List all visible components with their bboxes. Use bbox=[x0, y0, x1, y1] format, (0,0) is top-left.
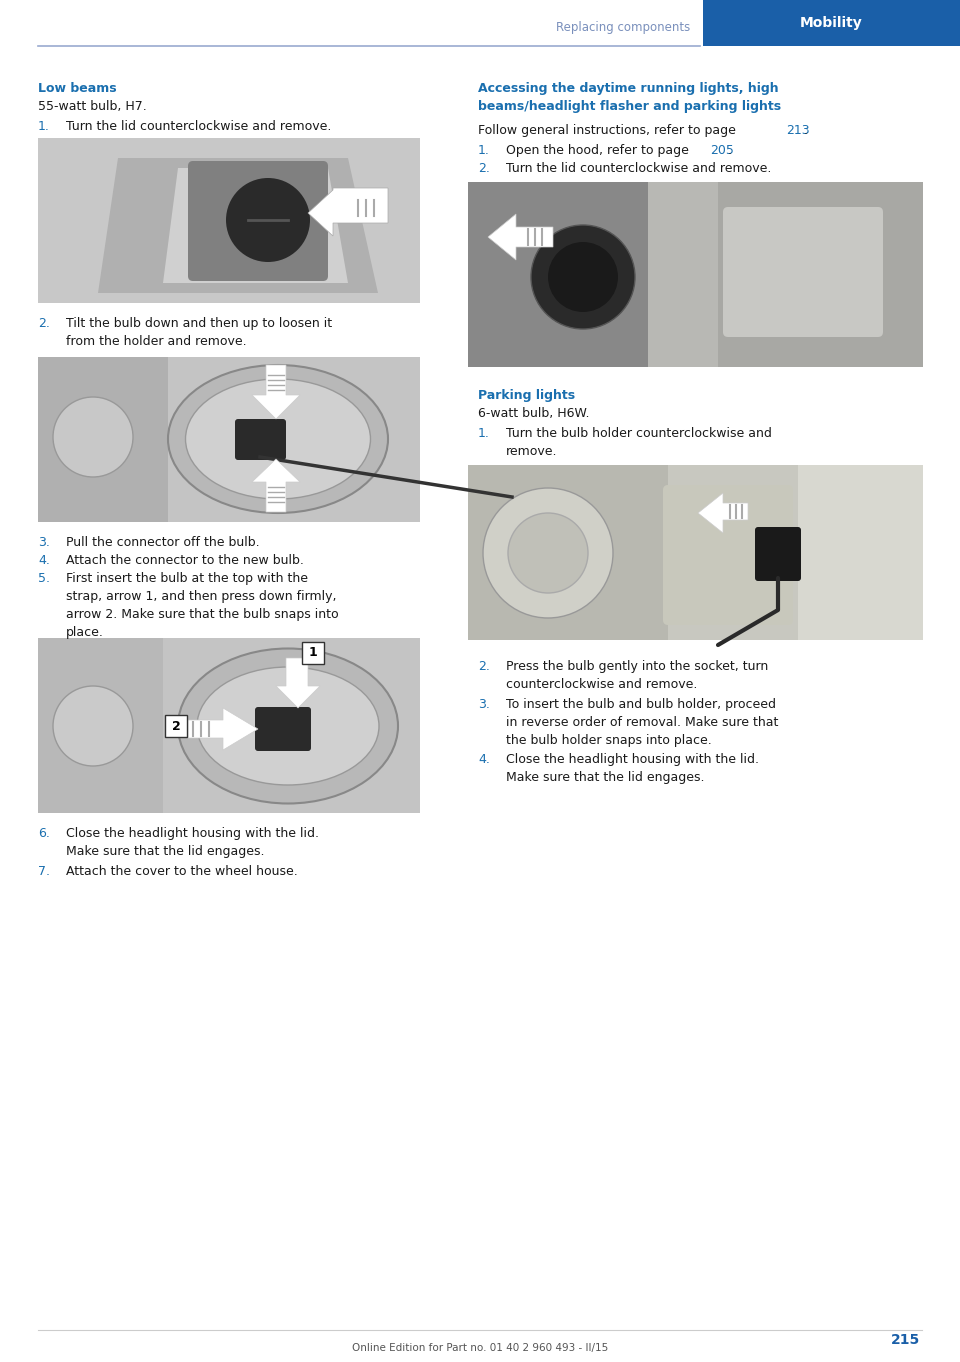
Ellipse shape bbox=[168, 365, 388, 513]
Text: 7.: 7. bbox=[38, 865, 50, 878]
Ellipse shape bbox=[178, 648, 398, 804]
Text: .: . bbox=[728, 144, 732, 157]
Polygon shape bbox=[163, 168, 348, 283]
Bar bbox=[468, 464, 923, 640]
Text: Press the bulb gently into the socket, turn
counterclockwise and remove.: Press the bulb gently into the socket, t… bbox=[506, 661, 768, 691]
Text: Open the hood, refer to page: Open the hood, refer to page bbox=[506, 144, 693, 157]
Text: Close the headlight housing with the lid.
Make sure that the lid engages.: Close the headlight housing with the lid… bbox=[66, 827, 319, 858]
Text: 213: 213 bbox=[786, 124, 809, 138]
Text: 1.: 1. bbox=[38, 120, 50, 133]
Text: .: . bbox=[804, 124, 808, 138]
Polygon shape bbox=[252, 459, 300, 512]
Text: Attach the cover to the wheel house.: Attach the cover to the wheel house. bbox=[66, 865, 298, 878]
Text: 4.: 4. bbox=[478, 753, 490, 765]
FancyBboxPatch shape bbox=[255, 707, 311, 750]
Text: Tilt the bulb down and then up to loosen it
from the holder and remove.: Tilt the bulb down and then up to loosen… bbox=[66, 317, 332, 349]
Text: 5.: 5. bbox=[38, 572, 50, 586]
Text: 205: 205 bbox=[710, 144, 733, 157]
Text: To insert the bulb and bulb holder, proceed
in reverse order of removal. Make su: To insert the bulb and bulb holder, proc… bbox=[506, 697, 779, 746]
Ellipse shape bbox=[197, 667, 379, 785]
Text: 6-watt bulb, H6W.: 6-watt bulb, H6W. bbox=[478, 407, 589, 419]
Text: 3.: 3. bbox=[38, 537, 50, 549]
Circle shape bbox=[226, 178, 310, 262]
Text: 1.: 1. bbox=[478, 428, 490, 440]
Text: Low beams: Low beams bbox=[38, 82, 116, 95]
Polygon shape bbox=[98, 158, 378, 293]
Text: 3.: 3. bbox=[478, 697, 490, 711]
Circle shape bbox=[508, 513, 588, 592]
Bar bbox=[703, 0, 960, 46]
Bar bbox=[38, 637, 420, 813]
Circle shape bbox=[531, 225, 635, 330]
Text: 2.: 2. bbox=[478, 661, 490, 673]
Ellipse shape bbox=[185, 379, 371, 498]
FancyBboxPatch shape bbox=[302, 642, 324, 665]
Text: Parking lights: Parking lights bbox=[478, 390, 575, 402]
Bar bbox=[718, 183, 923, 366]
Bar bbox=[38, 357, 168, 522]
Polygon shape bbox=[276, 658, 320, 708]
Text: 215: 215 bbox=[891, 1333, 920, 1347]
Bar bbox=[38, 637, 163, 813]
Text: Close the headlight housing with the lid.
Make sure that the lid engages.: Close the headlight housing with the lid… bbox=[506, 753, 759, 785]
Bar bbox=[468, 464, 668, 640]
Text: 1.: 1. bbox=[478, 144, 490, 157]
Text: Pull the connector off the bulb.: Pull the connector off the bulb. bbox=[66, 537, 259, 549]
Bar bbox=[38, 357, 420, 522]
Bar bbox=[38, 138, 420, 302]
Text: Turn the lid counterclockwise and remove.: Turn the lid counterclockwise and remove… bbox=[506, 162, 772, 174]
Text: First insert the bulb at the top with the
strap, arrow 1, and then press down fi: First insert the bulb at the top with th… bbox=[66, 572, 339, 639]
FancyBboxPatch shape bbox=[755, 527, 801, 582]
Circle shape bbox=[483, 488, 613, 618]
Text: Online Edition for Part no. 01 40 2 960 493 - II/15: Online Edition for Part no. 01 40 2 960 … bbox=[352, 1343, 608, 1352]
Bar bbox=[468, 183, 648, 366]
Circle shape bbox=[53, 396, 133, 477]
Polygon shape bbox=[252, 365, 300, 419]
Text: 1: 1 bbox=[308, 647, 318, 659]
Text: 2: 2 bbox=[172, 719, 180, 733]
FancyBboxPatch shape bbox=[235, 419, 286, 460]
Text: 6.: 6. bbox=[38, 827, 50, 840]
FancyBboxPatch shape bbox=[723, 207, 883, 336]
Text: 55-watt bulb, H7.: 55-watt bulb, H7. bbox=[38, 99, 147, 113]
Bar bbox=[798, 464, 923, 640]
Text: Attach the connector to the new bulb.: Attach the connector to the new bulb. bbox=[66, 554, 304, 567]
Text: Turn the bulb holder counterclockwise and
remove.: Turn the bulb holder counterclockwise an… bbox=[506, 428, 772, 458]
Polygon shape bbox=[188, 708, 258, 750]
Text: Accessing the daytime running lights, high
beams/headlight flasher and parking l: Accessing the daytime running lights, hi… bbox=[478, 82, 781, 113]
Text: Turn the lid counterclockwise and remove.: Turn the lid counterclockwise and remove… bbox=[66, 120, 331, 133]
Text: Follow general instructions, refer to page: Follow general instructions, refer to pa… bbox=[478, 124, 740, 138]
Polygon shape bbox=[488, 214, 553, 260]
FancyBboxPatch shape bbox=[663, 485, 793, 625]
Text: Mobility: Mobility bbox=[800, 16, 862, 30]
Polygon shape bbox=[698, 493, 748, 533]
Text: 2.: 2. bbox=[478, 162, 490, 174]
FancyBboxPatch shape bbox=[165, 715, 187, 737]
Circle shape bbox=[53, 686, 133, 765]
Circle shape bbox=[548, 242, 618, 312]
Text: 2.: 2. bbox=[38, 317, 50, 330]
FancyBboxPatch shape bbox=[188, 161, 328, 281]
Polygon shape bbox=[308, 188, 388, 236]
Bar bbox=[468, 183, 923, 366]
Text: 4.: 4. bbox=[38, 554, 50, 567]
Text: Replacing components: Replacing components bbox=[556, 22, 690, 34]
